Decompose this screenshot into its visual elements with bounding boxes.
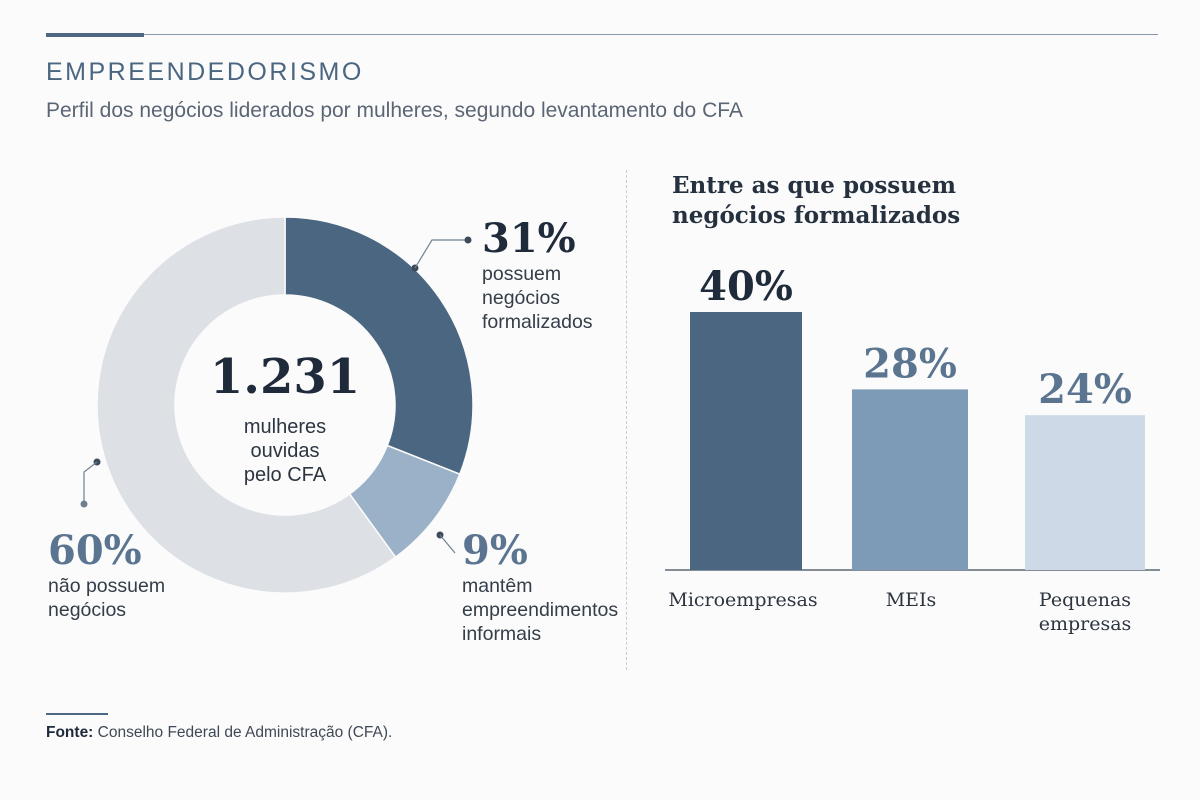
section-label: EMPREENDEDORISMO	[46, 58, 364, 86]
bar-value-label: 40%	[699, 263, 793, 310]
bar-chart-title: Entre as que possuem negócios formalizad…	[672, 171, 972, 231]
source-label: Fonte:	[46, 724, 94, 741]
slice-description: mantêm	[462, 575, 532, 597]
footer-rule	[46, 713, 108, 715]
donut-total-value: 1.231	[210, 349, 360, 405]
slice-description: não possuem	[48, 575, 165, 597]
bar-value-label: 28%	[863, 340, 957, 387]
slice-description: possuem	[482, 263, 561, 285]
donut-total-caption: ouvidas	[251, 440, 320, 462]
bar	[852, 389, 968, 570]
slice-description: negócios	[48, 599, 126, 621]
bar-category-label: empresas	[1039, 613, 1132, 635]
slice-description: negócios	[482, 287, 560, 309]
header-accent-rule	[46, 33, 144, 37]
bar	[1025, 415, 1145, 570]
callout-line	[414, 239, 468, 269]
donut-total-caption: mulheres	[244, 416, 326, 438]
callout-dot	[80, 500, 88, 508]
bar-value-label: 24%	[1038, 366, 1132, 413]
header-rule	[144, 34, 1158, 35]
callout-line	[83, 461, 98, 504]
bar-chart-title-line-2: negócios formalizados	[672, 202, 961, 229]
bar	[690, 312, 802, 570]
bar-category-label: Microempresas	[668, 589, 817, 611]
slice-percent-label: 9%	[462, 527, 528, 574]
donut-total-caption: pelo CFA	[244, 464, 327, 486]
slice-description: empreendimentos	[462, 599, 618, 621]
slice-description: informais	[462, 623, 541, 645]
bar-chart: 40% Microempresas 28% MEIs 24% Pequenasempres…	[665, 263, 1160, 635]
source-text: Conselho Federal de Administração (CFA).	[93, 724, 393, 741]
slice-description: formalizados	[482, 311, 593, 333]
slice-percent-label: 31%	[482, 215, 576, 262]
page-subtitle: Perfil dos negócios liderados por mulher…	[46, 99, 743, 122]
bar-category-label: MEIs	[886, 589, 937, 611]
slice-percent-label: 60%	[48, 527, 142, 574]
bar-category-label: Pequenas	[1039, 589, 1131, 611]
callout-dot	[464, 236, 472, 244]
donut-slice	[284, 216, 474, 476]
bar-chart-title-line-1: Entre as que possuem	[672, 172, 956, 199]
source-note: Fonte: Conselho Federal de Administração…	[46, 724, 392, 742]
callout-line	[439, 534, 456, 554]
donut-slice	[96, 216, 397, 594]
column-divider	[626, 170, 627, 670]
